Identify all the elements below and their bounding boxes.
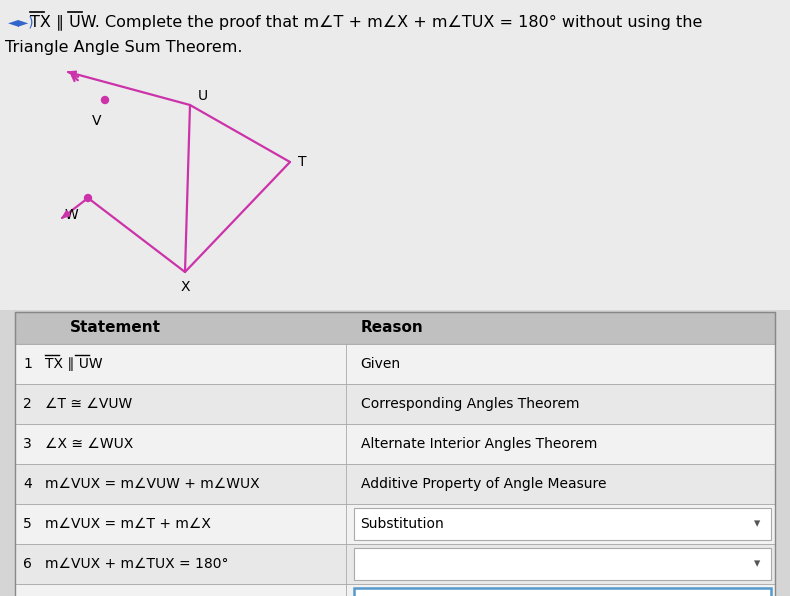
Text: 3: 3: [23, 437, 32, 451]
Text: 2: 2: [23, 397, 32, 411]
Text: T: T: [298, 155, 307, 169]
Text: m∠VUX = m∠T + m∠X: m∠VUX = m∠T + m∠X: [45, 517, 211, 531]
Text: TX ∥ UW. Complete the proof that m∠T + m∠X + m∠TUX = 180° without using the: TX ∥ UW. Complete the proof that m∠T + m…: [30, 14, 702, 30]
Polygon shape: [68, 71, 77, 77]
Bar: [15, 344, 775, 384]
Bar: [354, 548, 771, 580]
Text: V: V: [92, 114, 102, 128]
Text: m∠VUX + m∠TUX = 180°: m∠VUX + m∠TUX = 180°: [45, 557, 228, 571]
Text: Corresponding Angles Theorem: Corresponding Angles Theorem: [360, 397, 579, 411]
Bar: [0, 310, 790, 596]
Text: ▾: ▾: [754, 517, 760, 530]
Circle shape: [85, 194, 92, 201]
Text: 6: 6: [23, 557, 32, 571]
Text: Additive Property of Angle Measure: Additive Property of Angle Measure: [360, 477, 606, 491]
Text: ∠T ≅ ∠VUW: ∠T ≅ ∠VUW: [45, 397, 132, 411]
Text: 1: 1: [23, 357, 32, 371]
Text: Reason: Reason: [360, 321, 423, 336]
Text: 4: 4: [23, 477, 32, 491]
Text: Statement: Statement: [70, 321, 161, 336]
Text: Given: Given: [360, 357, 401, 371]
Bar: [15, 424, 775, 464]
Circle shape: [101, 97, 108, 104]
Bar: [15, 312, 775, 344]
Text: ▾: ▾: [754, 557, 760, 570]
Bar: [15, 544, 775, 584]
Bar: [15, 584, 775, 596]
Bar: [15, 464, 775, 504]
Text: m∠VUX = m∠VUW + m∠WUX: m∠VUX = m∠VUW + m∠WUX: [45, 477, 260, 491]
Text: Triangle Angle Sum Theorem.: Triangle Angle Sum Theorem.: [5, 40, 243, 55]
Text: X: X: [180, 280, 190, 294]
Text: ∠X ≅ ∠WUX: ∠X ≅ ∠WUX: [45, 437, 134, 451]
Bar: [0, 0, 790, 310]
Text: U: U: [198, 89, 208, 103]
Bar: [15, 504, 775, 544]
Text: Alternate Interior Angles Theorem: Alternate Interior Angles Theorem: [360, 437, 597, 451]
Text: W: W: [64, 208, 78, 222]
Bar: [354, 508, 771, 540]
Bar: [354, 588, 771, 596]
Bar: [15, 384, 775, 424]
Text: TX ∥ UW: TX ∥ UW: [45, 357, 103, 371]
Text: ◄►): ◄►): [8, 16, 35, 30]
Bar: [15, 312, 775, 596]
Text: Substitution: Substitution: [360, 517, 444, 531]
Polygon shape: [62, 211, 70, 218]
Text: 5: 5: [23, 517, 32, 531]
